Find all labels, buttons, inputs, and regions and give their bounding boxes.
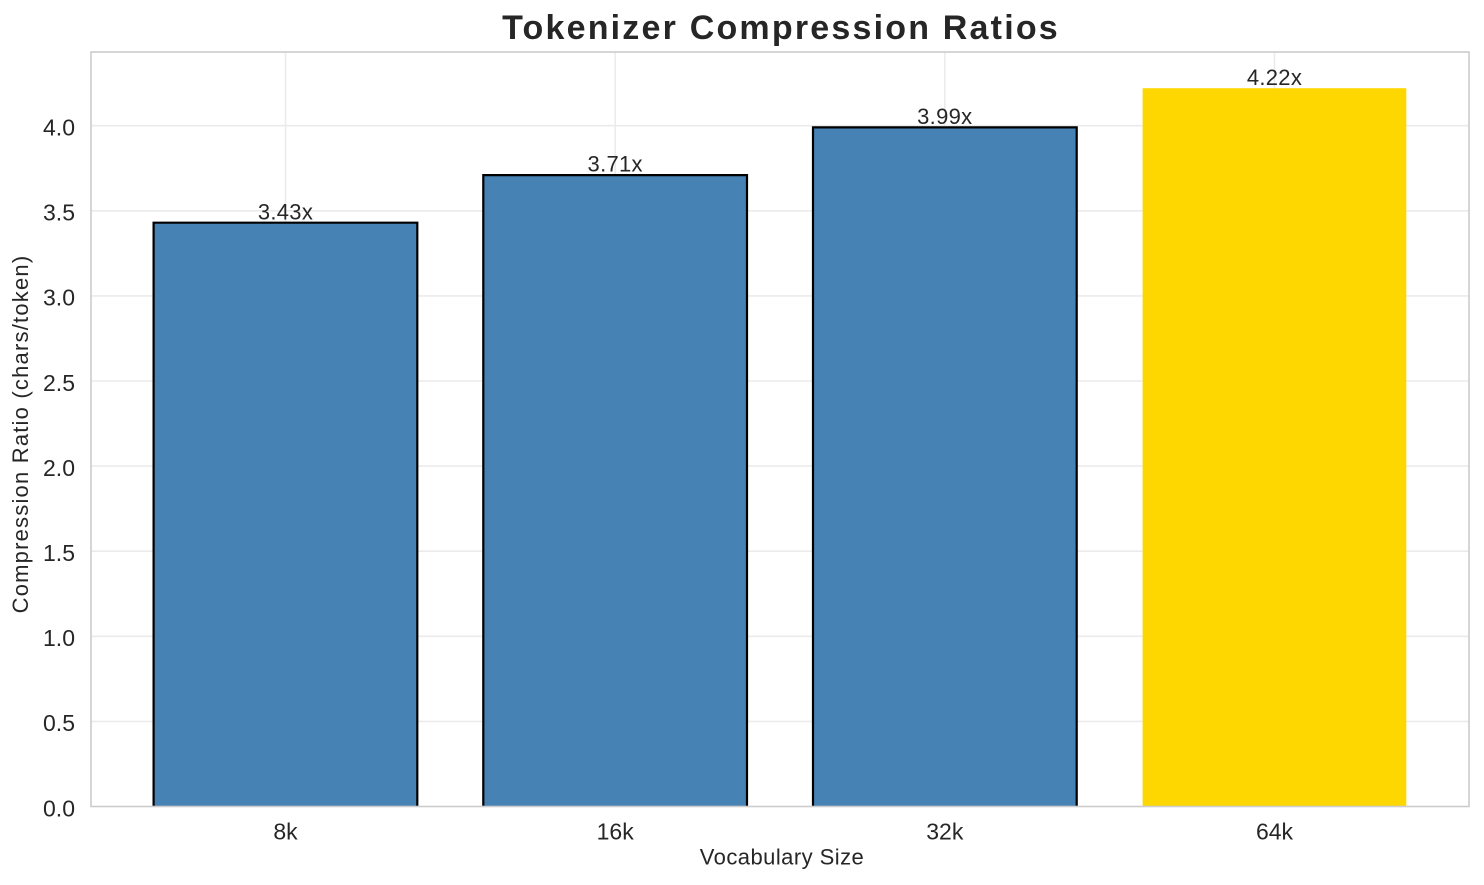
svg-text:3.71x: 3.71x [588, 152, 643, 177]
svg-text:Tokenizer Compression Ratios: Tokenizer Compression Ratios [502, 9, 1060, 47]
svg-text:3.0: 3.0 [43, 285, 75, 311]
svg-text:3.99x: 3.99x [917, 104, 972, 129]
svg-text:0.0: 0.0 [43, 795, 75, 821]
svg-text:4.22x: 4.22x [1247, 65, 1302, 90]
svg-text:3.43x: 3.43x [258, 199, 313, 224]
svg-text:4.0: 4.0 [43, 115, 75, 141]
svg-text:1.0: 1.0 [43, 625, 75, 651]
svg-text:16k: 16k [597, 819, 635, 845]
svg-text:0.5: 0.5 [43, 710, 75, 736]
svg-text:8k: 8k [273, 819, 298, 845]
svg-text:2.5: 2.5 [43, 370, 75, 396]
svg-text:1.5: 1.5 [43, 540, 75, 566]
svg-text:32k: 32k [926, 819, 964, 845]
svg-text:3.5: 3.5 [43, 200, 75, 226]
svg-text:Compression Ratio (chars/token: Compression Ratio (chars/token) [8, 255, 33, 614]
svg-text:2.0: 2.0 [43, 455, 75, 481]
svg-text:64k: 64k [1256, 819, 1294, 845]
svg-text:Vocabulary Size: Vocabulary Size [700, 845, 865, 870]
